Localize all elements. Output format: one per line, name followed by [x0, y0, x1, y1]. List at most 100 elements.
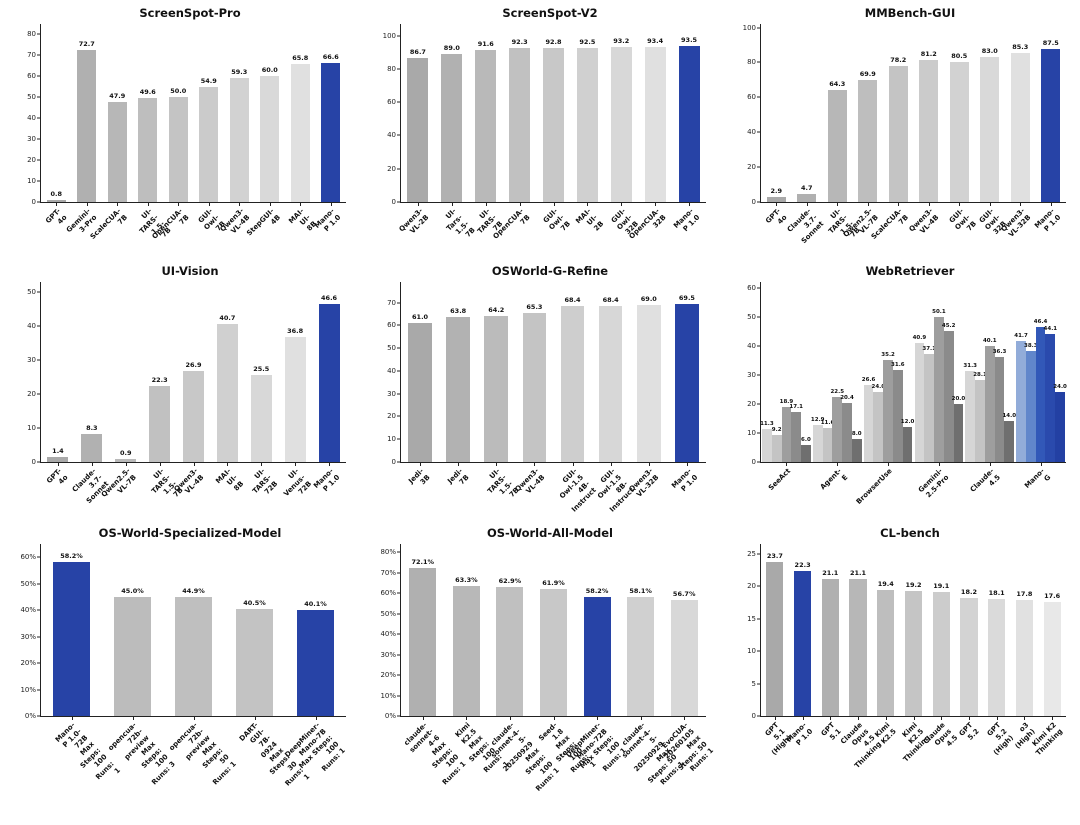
x-tick-mark	[802, 716, 804, 720]
bar	[821, 579, 839, 716]
x-tick-mark	[269, 202, 271, 206]
x-tick-mark	[968, 716, 970, 720]
bar-value-label: 38.3	[1024, 342, 1038, 349]
y-tick-label: 30%	[380, 650, 396, 659]
x-tick-mark	[208, 202, 210, 206]
bar	[793, 571, 812, 716]
bar	[797, 193, 817, 202]
bar	[1004, 421, 1015, 462]
x-tick-mark	[989, 202, 991, 206]
bar	[924, 354, 935, 462]
x-tick-mark	[837, 202, 839, 206]
y-tick-label: 0%	[384, 712, 396, 720]
x-tick-label-text: Mano-P 1.0	[313, 207, 343, 234]
bar-value-label: 44.9%	[182, 587, 205, 596]
y-tick-label: 10	[747, 428, 756, 437]
y-tick-mark	[37, 556, 41, 558]
bar	[290, 64, 310, 202]
chart-plot: 0 10 20 30 40 50 60 70 80 GPT-4o 0.8 Gemini-3-Pro 72…	[27, 24, 346, 241]
bar	[953, 403, 964, 462]
bar	[452, 586, 480, 716]
bar	[47, 457, 69, 462]
bar	[409, 568, 437, 716]
y-tick-mark	[37, 180, 41, 182]
y-tick-label: 60%	[20, 553, 36, 562]
y-tick-mark	[397, 101, 401, 103]
y-tick-mark	[397, 438, 401, 440]
x-tick-mark	[885, 716, 887, 720]
y-tick-mark	[397, 35, 401, 37]
chart-ui-vision: UI-Vision 0 10 20 30 40 50 GPT-4o 1.4 Claude-3.7…	[0, 258, 360, 520]
chart-plot: 0 10 20 30 40 50 60 SeeAct 11.3 9.2 18.9 17.1 6.0 Age…	[747, 282, 1067, 506]
y-tick-label: 30%	[20, 632, 36, 641]
chart-screenspot-pro: ScreenSpot-Pro 0 10 20 30 40 50 60 70 80 GPT-4o 0.…	[0, 0, 360, 258]
bar-value-label: 63.3%	[455, 576, 478, 585]
bar	[1016, 340, 1026, 462]
y-tick-label: 40%	[20, 606, 36, 615]
bar-value-label: 41.7	[1014, 332, 1028, 339]
x-tick-mark	[553, 716, 555, 720]
x-tick-label-text: UI-Venus-72B	[282, 467, 314, 499]
chart-plot: 0% 10% 20% 30% 40% 50% 60% Mano-P 1.0-72B Max S…	[20, 544, 347, 787]
bar	[560, 306, 585, 462]
y-tick-label: 20	[27, 390, 36, 399]
bar	[229, 77, 249, 202]
bar	[883, 359, 893, 462]
chart-cl-bench: CL-bench 0 5 10 15 20 25 GPT 5.1 (High) 23.7 Man…	[720, 520, 1080, 825]
bar-value-label: 64.2	[488, 305, 505, 314]
bar-value-label: 92.5	[579, 38, 596, 47]
x-tick-mark	[858, 716, 860, 720]
bar-value-label: 1.4	[52, 447, 64, 456]
chart-plot: 0 10 20 30 40 50 GPT-4o 1.4 Claude-3.7-Sonnet 8.3…	[27, 282, 346, 505]
bar	[216, 323, 238, 462]
bar-value-label: 65.3	[526, 303, 543, 312]
x-tick-mark	[959, 202, 961, 206]
y-tick-label: 0	[751, 458, 756, 466]
bar	[1010, 53, 1030, 202]
x-tick-mark	[147, 202, 149, 206]
x-tick-label-text: OpenCUA-32B	[627, 207, 668, 241]
bar	[81, 433, 103, 462]
x-tick-mark	[239, 202, 241, 206]
bar	[407, 57, 429, 202]
x-tick-mark	[867, 202, 869, 206]
bar	[107, 101, 127, 202]
bar-value-label: 6.0	[801, 436, 811, 443]
y-tick-mark	[37, 159, 41, 161]
bar-value-label: 36.8	[287, 327, 304, 336]
x-tick-mark	[776, 202, 778, 206]
bar-value-label: 12.9	[810, 416, 825, 423]
bar	[842, 402, 852, 462]
x-tick-mark	[315, 716, 317, 720]
bar	[250, 375, 272, 462]
bar	[52, 562, 91, 716]
bar-value-label: 93.5	[681, 36, 698, 45]
bar	[949, 61, 969, 202]
y-tick-mark	[397, 415, 401, 417]
x-tick-label-text: GPT 5.2	[957, 721, 982, 742]
y-tick-label: 50%	[380, 609, 396, 618]
bar	[822, 428, 833, 462]
chart-os-world-all-model: OS-World-All-Model 0% 10% 20% 30% 40% 50% 60% 7…	[360, 520, 720, 825]
chart-plot: 0 20 40 60 80 100 Qwen3-VL-2B 86.7 UI-Tars-1.5-7…	[383, 24, 706, 241]
y-tick-mark	[37, 201, 41, 203]
bar-value-label: 44.1	[1043, 325, 1058, 332]
y-tick-mark	[37, 427, 41, 429]
bar-value-label: 28.1	[973, 372, 987, 379]
y-tick-label: 40	[747, 341, 756, 350]
bar-value-label: 0.8	[50, 190, 63, 199]
x-tick-mark	[178, 202, 180, 206]
y-tick-mark	[757, 432, 761, 434]
bar-value-label: 85.3	[1012, 43, 1029, 52]
chart-mmbench-gui: MMBench-GUI 0 20 40 60 80 100 GPT-4o 2.9 Claude-…	[720, 0, 1080, 258]
x-tick-mark	[91, 462, 93, 466]
bar-value-label: 47.9	[109, 91, 126, 100]
bar-value-label: 49.6	[139, 88, 156, 97]
x-tick-mark	[417, 202, 419, 206]
chart-title: UI-Vision	[161, 264, 219, 278]
bar-value-label: 35.2	[881, 351, 895, 358]
bar-value-label: 22.5	[830, 388, 845, 395]
bar-value-label: 81.2	[920, 50, 937, 59]
y-tick-label: 40	[27, 114, 36, 123]
chart-title: OSWorld-G-Refine	[491, 264, 609, 278]
